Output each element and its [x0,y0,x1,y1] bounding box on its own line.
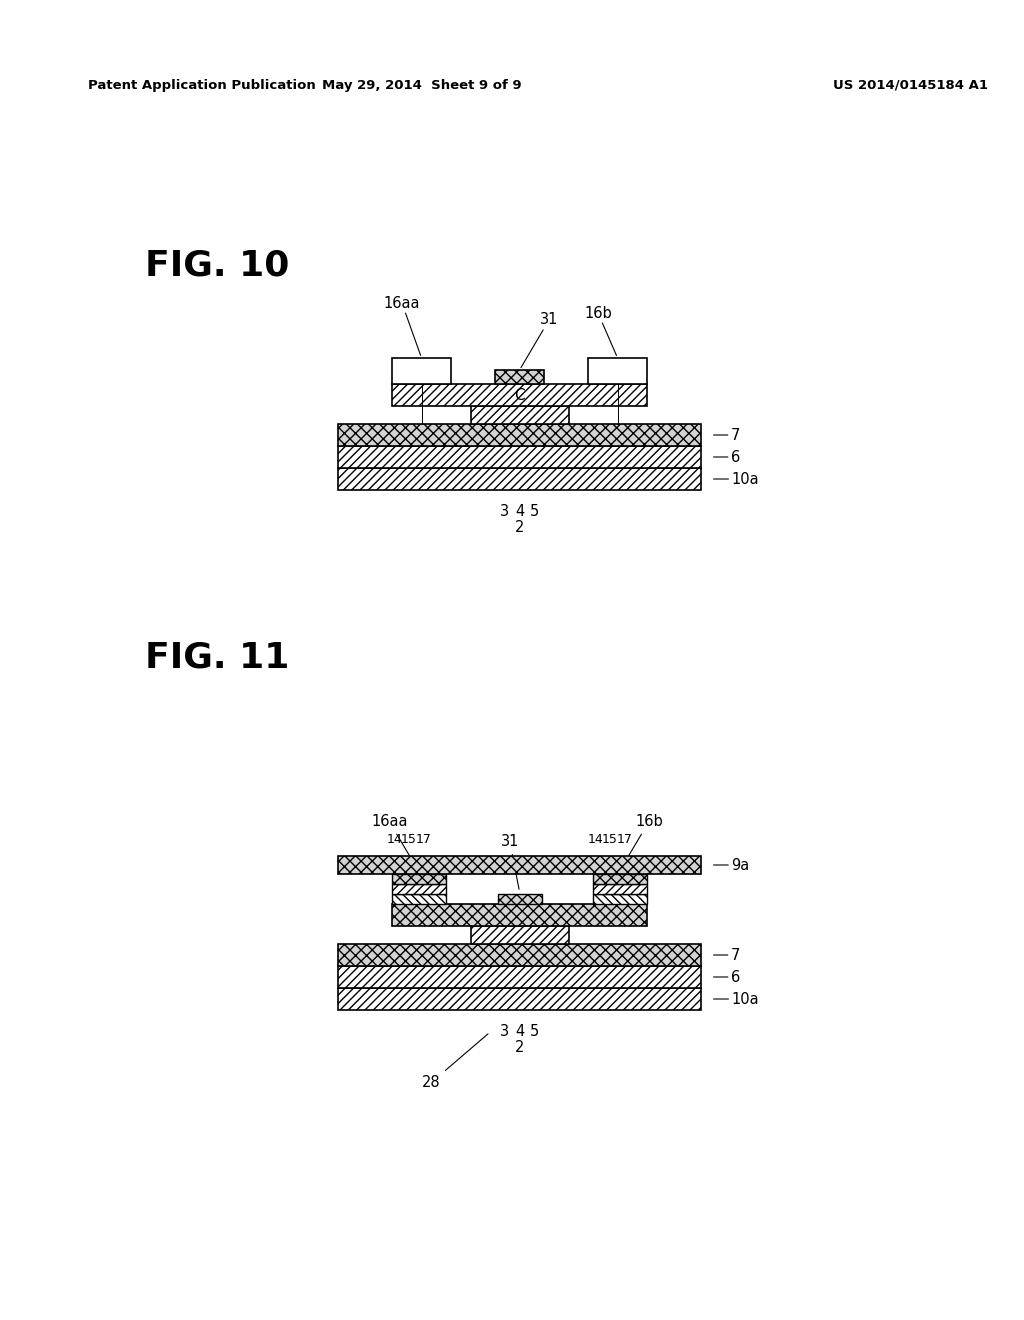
Text: 7: 7 [714,428,740,442]
Bar [471,927,568,944]
Bar [593,894,647,904]
Bar [338,855,701,874]
Bar [495,370,544,384]
Text: 15: 15 [602,833,617,846]
Text: 5: 5 [529,504,539,520]
Text: 14: 14 [587,833,603,846]
Text: 14: 14 [386,833,402,846]
Bar [392,904,647,927]
Bar [338,446,701,469]
Bar [588,358,647,384]
Text: 28: 28 [422,1034,488,1090]
Text: 3: 3 [501,504,509,520]
Text: 10a: 10a [714,471,759,487]
Text: 16b: 16b [621,814,663,869]
Text: 6: 6 [714,969,740,985]
Text: 7: 7 [714,948,740,962]
Text: 2: 2 [515,1040,524,1056]
Text: 4: 4 [515,504,524,520]
Text: 3: 3 [501,1024,509,1040]
Text: C: C [514,388,525,403]
Text: US 2014/0145184 A1: US 2014/0145184 A1 [834,78,988,91]
Text: FIG. 10: FIG. 10 [145,248,290,282]
Bar [593,884,647,894]
Text: FIG. 11: FIG. 11 [145,640,290,675]
Text: 31: 31 [521,313,558,367]
Text: May 29, 2014  Sheet 9 of 9: May 29, 2014 Sheet 9 of 9 [322,78,521,91]
Text: 31: 31 [501,834,519,890]
Bar [593,874,647,884]
Text: 9a: 9a [714,858,750,873]
Text: Patent Application Publication: Patent Application Publication [88,78,316,91]
Bar [498,894,542,904]
Bar [392,894,446,904]
Text: 17: 17 [616,833,633,846]
Text: 16b: 16b [584,305,616,355]
Bar [392,358,451,384]
Text: 6: 6 [714,450,740,465]
Text: 17: 17 [416,833,431,846]
Bar [392,384,647,407]
Text: 10a: 10a [714,991,759,1006]
Bar [338,944,701,966]
Text: 2: 2 [515,520,524,536]
Text: 16aa: 16aa [371,814,417,869]
Text: 15: 15 [400,833,417,846]
Bar [392,884,446,894]
Bar [338,469,701,490]
Text: 4: 4 [515,1024,524,1040]
Bar [338,424,701,446]
Bar [338,966,701,987]
Bar [471,407,568,424]
Text: 16aa: 16aa [384,296,421,355]
Text: 5: 5 [529,1024,539,1040]
Bar [392,874,446,884]
Bar [338,987,701,1010]
